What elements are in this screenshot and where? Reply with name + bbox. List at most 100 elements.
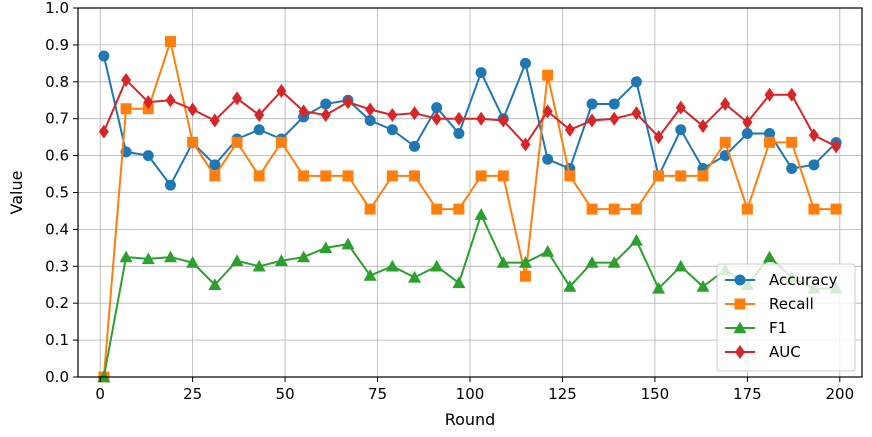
data-point-auc — [276, 84, 287, 99]
data-point-f1 — [186, 256, 200, 268]
data-point-accuracy — [741, 127, 753, 139]
data-point-accuracy — [431, 102, 443, 114]
data-point-accuracy — [209, 159, 221, 171]
data-point-accuracy — [364, 115, 376, 127]
data-point-recall — [164, 36, 176, 48]
data-point-f1 — [541, 245, 555, 257]
data-point-accuracy — [519, 57, 531, 69]
data-point-auc — [342, 95, 353, 110]
data-point-auc — [587, 113, 598, 128]
y-tick-label: 0.2 — [45, 294, 69, 312]
data-point-f1 — [585, 256, 599, 268]
data-point-f1 — [163, 250, 177, 263]
legend-entry-accuracy: Accuracy — [725, 271, 838, 289]
legend: Accuracy Recall F1 AUC — [716, 263, 856, 372]
data-point-auc — [631, 106, 642, 121]
data-point-accuracy — [386, 124, 398, 136]
data-point-recall — [719, 136, 731, 148]
legend-label-recall: Recall — [769, 295, 814, 313]
x-tick-label: 50 — [276, 385, 295, 403]
data-point-recall — [364, 203, 376, 215]
y-tick-label: 0.9 — [45, 36, 69, 54]
data-point-recall — [431, 203, 443, 215]
data-point-f1 — [763, 250, 777, 263]
x-tick-label: 25 — [183, 385, 202, 403]
data-point-recall — [475, 170, 487, 182]
data-point-accuracy — [320, 98, 332, 110]
data-point-accuracy — [608, 98, 620, 110]
data-point-auc — [764, 87, 775, 102]
series-line-f1 — [102, 213, 837, 378]
data-point-auc — [453, 111, 464, 126]
y-tick-label: 0.0 — [45, 368, 69, 386]
data-point-auc — [808, 128, 819, 143]
data-point-f1 — [230, 254, 244, 266]
y-tick-label: 0.7 — [45, 110, 69, 128]
data-point-auc — [232, 91, 243, 106]
data-point-auc — [298, 104, 309, 119]
x-tick-label: 150 — [641, 385, 670, 403]
data-point-accuracy — [786, 163, 798, 175]
series-line-auc — [102, 78, 837, 148]
data-point-auc — [720, 96, 731, 111]
data-point-auc — [542, 104, 553, 119]
data-point-recall — [586, 203, 598, 215]
data-point-auc — [121, 72, 132, 87]
legend-entry-auc: AUC — [725, 343, 801, 361]
data-point-f1 — [141, 252, 155, 265]
data-point-f1 — [607, 256, 621, 268]
data-point-recall — [653, 170, 665, 182]
data-point-f1 — [119, 250, 133, 263]
data-point-recall — [764, 136, 776, 148]
data-point-f1 — [297, 250, 311, 263]
legend-entry-f1: F1 — [725, 319, 787, 337]
data-point-f1 — [474, 208, 488, 220]
data-point-f1 — [252, 259, 266, 272]
x-tick-label: 75 — [368, 385, 387, 403]
data-point-recall — [519, 270, 531, 282]
data-point-auc — [697, 119, 708, 134]
data-point-recall — [275, 136, 287, 148]
series-recall — [98, 36, 842, 383]
data-point-recall — [830, 203, 842, 215]
data-point-accuracy — [808, 159, 820, 171]
data-point-accuracy — [164, 179, 176, 191]
data-point-auc — [742, 115, 753, 130]
y-tick-label: 0.3 — [45, 257, 69, 275]
data-point-accuracy — [630, 76, 642, 88]
data-point-accuracy — [453, 127, 465, 139]
legend-marker-f1 — [733, 321, 747, 334]
data-point-f1 — [518, 256, 532, 268]
data-point-accuracy — [675, 124, 687, 136]
data-point-auc — [520, 137, 531, 152]
legend-marker-accuracy — [734, 274, 746, 286]
data-point-recall — [320, 170, 332, 182]
data-point-auc — [786, 87, 797, 102]
x-tick-label: 125 — [548, 385, 577, 403]
data-point-f1 — [208, 278, 222, 290]
ticks: 0 25 50 75 100 125 150 175 200 0.0 0.1 0.2 0.3 0.4 0.5… — [45, 0, 854, 403]
data-point-auc — [675, 100, 686, 115]
data-point-accuracy — [542, 153, 554, 165]
data-point-recall — [697, 170, 709, 182]
data-point-accuracy — [764, 127, 776, 139]
data-point-f1 — [408, 270, 422, 283]
y-tick-label: 0.1 — [45, 331, 69, 349]
data-point-auc — [165, 93, 176, 108]
data-point-auc — [609, 111, 620, 126]
x-tick-label: 200 — [825, 385, 854, 403]
data-point-auc — [209, 113, 220, 128]
data-point-auc — [498, 113, 509, 128]
data-point-auc — [98, 124, 109, 139]
data-point-recall — [675, 170, 687, 182]
data-point-auc — [431, 111, 442, 126]
legend-marker-recall — [734, 298, 746, 310]
data-point-accuracy — [253, 124, 265, 136]
data-point-recall — [409, 170, 421, 182]
legend-box — [716, 263, 856, 372]
data-point-recall — [786, 136, 798, 148]
data-point-recall — [120, 103, 132, 115]
x-tick-label: 0 — [95, 385, 105, 403]
y-tick-label: 0.4 — [45, 220, 69, 238]
